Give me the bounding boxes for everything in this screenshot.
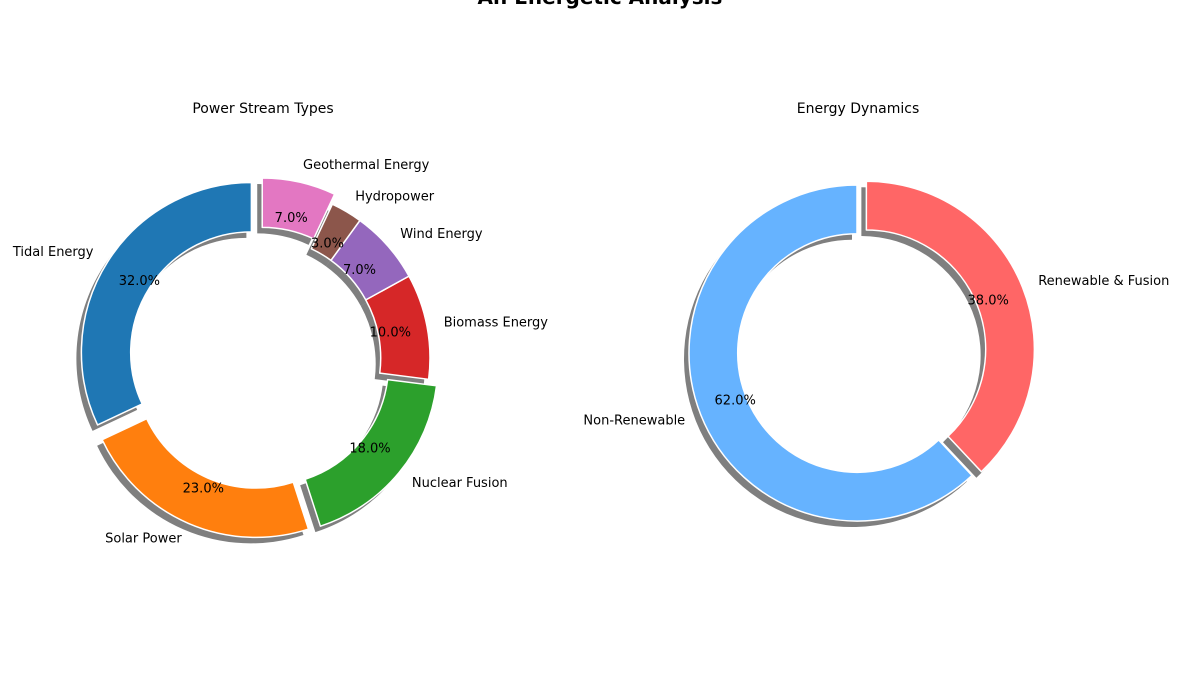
slice-label-tidal-energy: Tidal Energy: [12, 245, 94, 260]
slice-percent-wind-energy: 7.0%: [343, 263, 376, 278]
slice-nuclear-fusion: [304, 378, 438, 527]
slice-hydropower: [310, 203, 361, 262]
slice-label-wind-energy: Wind Energy: [400, 227, 483, 242]
slice-label-solar-power: Solar Power: [105, 532, 182, 547]
slice-percent-non-renewable: 62.0%: [715, 394, 756, 409]
slice-percent-nuclear-fusion: 18.0%: [349, 442, 390, 457]
slice-percent-geothermal-energy: 7.0%: [275, 211, 308, 226]
slice-label-renewable-fusion: Renewable & Fusion: [1038, 274, 1169, 289]
donut-chart-power-stream-types: Power Stream Types Tidal Energy 32.0% Sola…: [12, 101, 548, 547]
slice-percent-solar-power: 23.0%: [183, 482, 224, 497]
slice-percent-hydropower: 3.0%: [311, 236, 344, 251]
slice-non-renewable: [688, 184, 973, 522]
slice-label-biomass-energy: Biomass Energy: [444, 316, 549, 331]
slice-label-geothermal-energy: Geothermal Energy: [303, 158, 430, 173]
slice-percent-tidal-energy: 32.0%: [119, 274, 160, 289]
slice-percent-renewable-fusion: 38.0%: [968, 294, 1009, 309]
figure-title: An Energetic Analysis: [478, 0, 723, 9]
chart-title: Power Stream Types: [192, 101, 333, 117]
slice-label-non-renewable: Non-Renewable: [583, 414, 685, 429]
slice-geothermal-energy: [261, 177, 336, 240]
slice-percent-biomass-energy: 10.0%: [370, 326, 411, 341]
chart-title: Energy Dynamics: [797, 101, 920, 117]
slice-label-nuclear-fusion: Nuclear Fusion: [412, 476, 508, 491]
slice-renewable-fusion: [865, 180, 1036, 473]
slice-solar-power: [101, 418, 310, 539]
slice-label-hydropower: Hydropower: [355, 190, 435, 205]
slice-tidal-energy: [80, 181, 253, 426]
donut-chart-energy-dynamics: Energy Dynamics Non-Renewable 62.0% Renewa…: [583, 101, 1169, 527]
